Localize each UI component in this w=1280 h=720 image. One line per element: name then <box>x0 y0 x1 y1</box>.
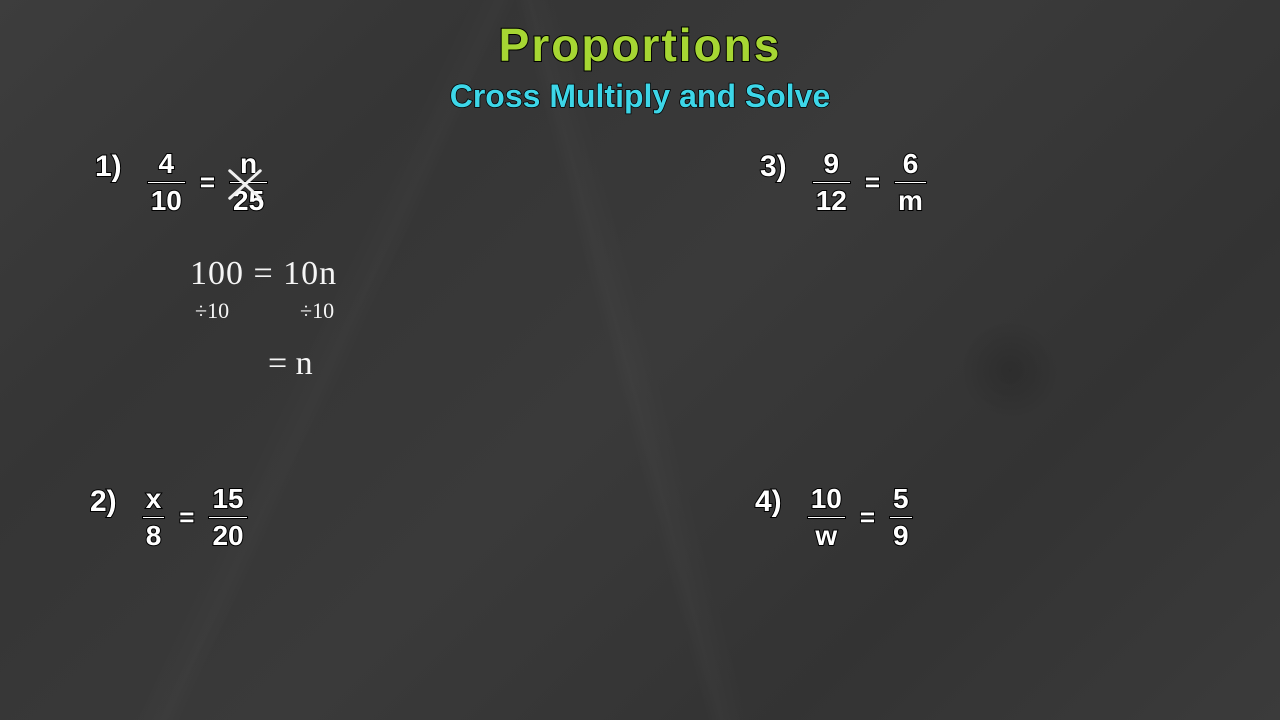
problem-equation: 9 12 = 6 m <box>812 150 927 215</box>
fraction-bar <box>208 516 247 519</box>
fraction-right: 15 20 <box>208 485 247 550</box>
numerator: n <box>236 150 261 178</box>
denominator: 20 <box>208 522 247 550</box>
numerator: 5 <box>889 485 913 513</box>
fraction-right: n 25 <box>229 150 268 215</box>
fraction-bar <box>229 181 268 184</box>
numerator: 4 <box>154 150 178 178</box>
problem-label: 2) <box>90 485 117 519</box>
fraction-bar <box>142 516 166 519</box>
equals-sign: = <box>179 502 194 533</box>
fraction-left: 10 w <box>807 485 846 550</box>
denominator: 10 <box>147 187 186 215</box>
denominator: 25 <box>229 187 268 215</box>
problem-3: 3) 9 12 = 6 m <box>760 150 927 215</box>
equals-sign: = <box>860 502 875 533</box>
denominator: 8 <box>142 522 166 550</box>
page-subtitle: Cross Multiply and Solve <box>450 78 831 115</box>
denominator: 12 <box>812 187 851 215</box>
denominator: 9 <box>889 522 913 550</box>
problem-equation: 10 w = 5 9 <box>807 485 913 550</box>
chalk-work-divide-right: ÷10 <box>300 298 334 324</box>
page-title: Proportions <box>499 18 782 72</box>
equals-sign: = <box>200 167 215 198</box>
fraction-right: 6 m <box>894 150 927 215</box>
numerator: 6 <box>899 150 923 178</box>
problem-4: 4) 10 w = 5 9 <box>755 485 913 550</box>
fraction-left: x 8 <box>142 485 166 550</box>
chalk-work-step2: = n <box>268 345 313 383</box>
fraction-left: 9 12 <box>812 150 851 215</box>
chalk-work-step1: 100 = 10n <box>190 255 337 293</box>
numerator: 9 <box>819 150 843 178</box>
problem-label: 3) <box>760 150 787 184</box>
fraction-bar <box>894 181 927 184</box>
problem-equation: x 8 = 15 20 <box>142 485 248 550</box>
problem-label: 1) <box>95 150 122 184</box>
problem-2: 2) x 8 = 15 20 <box>90 485 248 550</box>
equals-sign: = <box>865 167 880 198</box>
denominator: w <box>811 522 841 550</box>
fraction-bar <box>812 181 851 184</box>
denominator: m <box>894 187 927 215</box>
problem-1: 1) 4 10 = n 25 <box>95 150 268 215</box>
fraction-bar <box>807 516 846 519</box>
problem-equation: 4 10 = n 25 <box>147 150 269 215</box>
numerator: 10 <box>807 485 846 513</box>
numerator: 15 <box>208 485 247 513</box>
fraction-bar <box>889 516 913 519</box>
problem-label: 4) <box>755 485 782 519</box>
fraction-right: 5 9 <box>889 485 913 550</box>
chalk-work-divide-left: ÷10 <box>195 298 229 324</box>
numerator: x <box>142 485 166 513</box>
fraction-left: 4 10 <box>147 150 186 215</box>
fraction-bar <box>147 181 186 184</box>
